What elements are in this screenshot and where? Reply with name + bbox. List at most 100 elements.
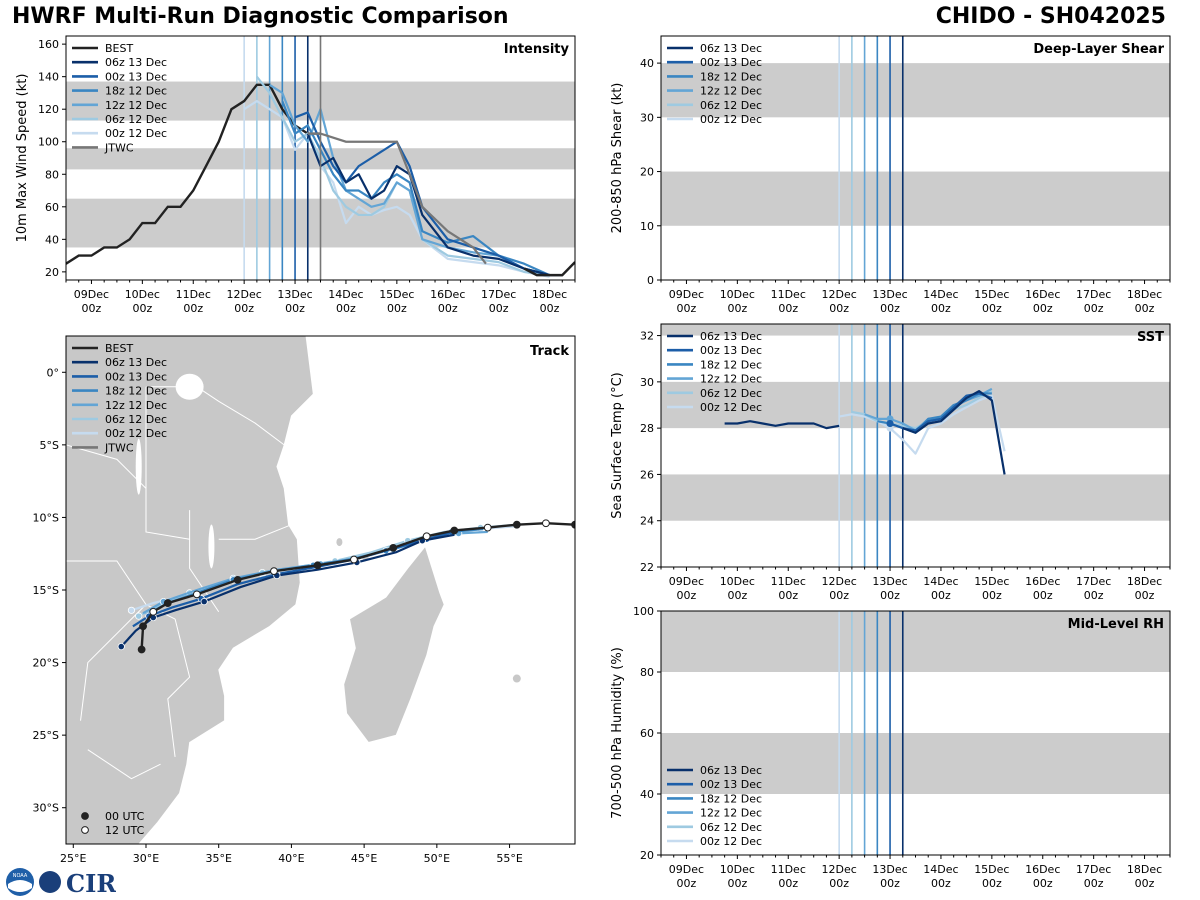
track-map-area xyxy=(66,336,575,844)
x-tick-day: 18Dec xyxy=(1127,863,1162,876)
x-tick-day: 12Dec xyxy=(822,575,857,588)
legend-label: 12z 12 Dec xyxy=(105,399,167,412)
x-tick-day: 14Dec xyxy=(923,288,958,301)
series-line xyxy=(281,100,550,277)
y-tick-label: 20°S xyxy=(33,657,59,670)
x-tick-day: 13Dec xyxy=(277,288,312,301)
x-tick-day: 13Dec xyxy=(872,575,907,588)
x-tick-day: 15Dec xyxy=(974,863,1009,876)
x-tick-day: 10Dec xyxy=(720,863,755,876)
x-tick-day: 11Dec xyxy=(771,863,806,876)
legend-label: 00z 12 Dec xyxy=(700,835,762,848)
legend-label: JTWC xyxy=(104,141,134,154)
legend-label: 12z 12 Dec xyxy=(700,807,762,820)
x-tick-day: 15Dec xyxy=(379,288,414,301)
legend-label: 06z 13 Dec xyxy=(105,56,167,69)
x-tick-day: 11Dec xyxy=(771,288,806,301)
cira-logo: NOAA CIRA xyxy=(6,868,116,898)
best-track-line xyxy=(523,261,575,277)
x-tick-hour: 00z xyxy=(132,302,152,315)
legend-label: 18z 12 Dec xyxy=(105,85,167,98)
best-point-12utc xyxy=(270,567,278,576)
legend-label: 06z 13 Dec xyxy=(105,356,167,369)
x-tick-hour: 00z xyxy=(829,302,849,315)
y-tick-label: 20 xyxy=(45,266,59,279)
x-tick-day: 12Dec xyxy=(822,288,857,301)
x-tick-day: 17Dec xyxy=(1076,288,1111,301)
y-tick-label: 22 xyxy=(640,561,654,574)
x-tick-day: 18Dec xyxy=(1127,575,1162,588)
legend-label: 00z 13 Dec xyxy=(105,370,167,383)
x-tick-day: 12Dec xyxy=(227,288,262,301)
y-tick-label: 20 xyxy=(640,166,654,179)
x-tick-day: 17Dec xyxy=(481,288,516,301)
series-line xyxy=(838,394,1006,455)
y-tick-label: 32 xyxy=(640,330,654,343)
best-point-12utc xyxy=(149,607,158,616)
series-line xyxy=(256,75,550,277)
x-tick-day: 16Dec xyxy=(1025,863,1060,876)
panel-title: Intensity xyxy=(504,42,570,57)
x-tick-day: 17Dec xyxy=(1076,863,1111,876)
x-tick-hour: 00z xyxy=(1135,877,1155,890)
legend-label: 00z 12 Dec xyxy=(700,401,762,414)
y-tick-label: 100 xyxy=(38,136,59,149)
shade-band xyxy=(661,733,1170,794)
y-tick-label: 30 xyxy=(640,376,654,389)
legend-label: 06z 12 Dec xyxy=(105,113,167,126)
x-tick-hour: 00z xyxy=(982,877,1002,890)
y-tick-label: 80 xyxy=(640,666,654,679)
legend-label: 00z 12 Dec xyxy=(105,127,167,140)
y-tick-label: 20 xyxy=(640,849,654,862)
x-tick-day: 09Dec xyxy=(74,288,109,301)
country-border xyxy=(145,386,190,540)
lake-malawi xyxy=(208,524,215,569)
y-axis-label: 200-850 hPa Shear (kt) xyxy=(610,83,625,234)
panel-title: Deep-Layer Shear xyxy=(1033,42,1164,57)
best-track-line xyxy=(140,522,575,650)
y-tick-label: 10°S xyxy=(33,511,59,524)
shade-band xyxy=(661,324,1170,336)
best-point-12utc xyxy=(483,523,492,532)
panel-title: SST xyxy=(1137,330,1164,345)
x-tick-hour: 00z xyxy=(1033,302,1053,315)
storm-id: CHIDO - SH042025 xyxy=(935,4,1166,29)
legend-label: JTWC xyxy=(104,441,134,454)
legend-label: 12z 12 Dec xyxy=(700,85,762,98)
legend-label: 18z 12 Dec xyxy=(700,70,762,83)
y-axis-label: 10m Max Wind Speed (kt) xyxy=(15,74,30,243)
rh-plot-area xyxy=(661,611,1170,855)
legend-label: 12z 12 Dec xyxy=(700,373,762,386)
country-border xyxy=(167,618,191,757)
y-tick-label: 15°S xyxy=(33,584,59,597)
jtwc-line xyxy=(307,132,487,265)
x-tick-hour: 00z xyxy=(234,302,254,315)
y-tick-label: 120 xyxy=(38,103,59,116)
series-line xyxy=(306,133,563,277)
x-tick-day: 12Dec xyxy=(822,863,857,876)
forecast-track-point xyxy=(127,606,136,614)
x-tick-hour: 00z xyxy=(336,302,356,315)
y-tick-label: 40 xyxy=(45,233,59,246)
legend-label: 06z 12 Dec xyxy=(700,387,762,400)
x-tick-day: 16Dec xyxy=(1025,575,1060,588)
comoros-island xyxy=(336,538,343,547)
x-tick-day: 09Dec xyxy=(669,863,704,876)
shade-band xyxy=(661,611,1170,672)
marker-legend-symbol xyxy=(81,826,89,834)
x-tick-hour: 00z xyxy=(931,877,951,890)
y-tick-label: 160 xyxy=(38,38,59,51)
marker-legend-symbol xyxy=(81,812,89,820)
noaa-seal-text: NOAA xyxy=(13,873,28,879)
intensity-plot-area xyxy=(66,36,575,280)
best-point-00utc xyxy=(139,622,147,631)
legend-label: 06z 13 Dec xyxy=(700,42,762,55)
panel-title: Track xyxy=(530,344,569,359)
rh-panel: 2040608010009Dec00z10Dec00z11Dec00z12Dec… xyxy=(610,605,1171,890)
x-tick-hour: 00z xyxy=(1033,877,1053,890)
x-tick-day: 14Dec xyxy=(328,288,363,301)
x-tick-hour: 00z xyxy=(1135,589,1155,602)
legend-label: 00z 12 Dec xyxy=(105,427,167,440)
country-border xyxy=(145,386,285,446)
